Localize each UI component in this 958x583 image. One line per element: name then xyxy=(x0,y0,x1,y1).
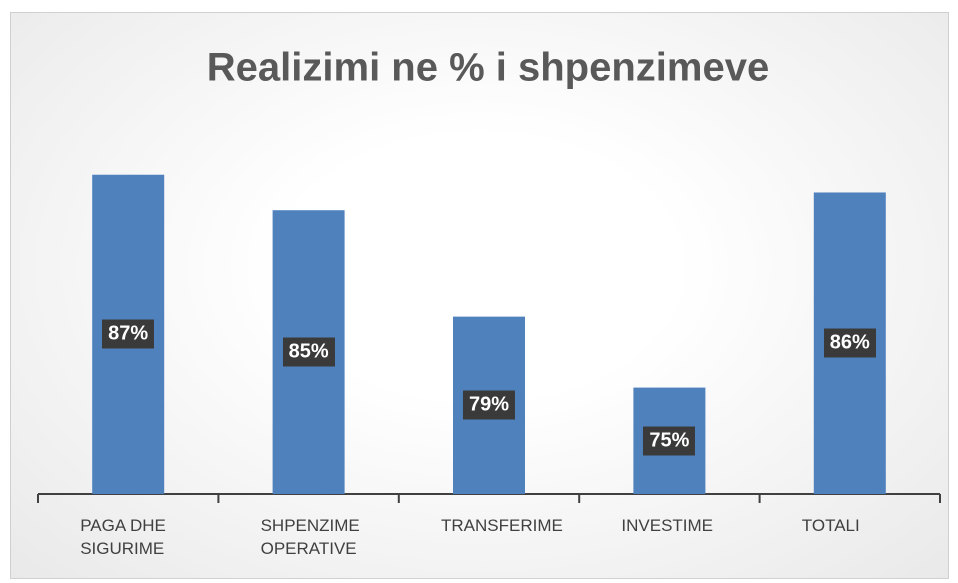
x-tick-label: TRANSFERIME xyxy=(441,516,563,535)
data-label: 79% xyxy=(462,390,516,420)
x-tick-label: TOTALI xyxy=(801,516,860,535)
x-tick-label: PAGA DHE SIGURIME xyxy=(80,516,166,558)
data-label: 86% xyxy=(823,328,876,358)
data-label: 75% xyxy=(643,426,696,456)
chart-title: Realizimi ne % i shpenzimeve xyxy=(207,46,769,90)
x-tick-label: SHPENZIME OPERATIVE xyxy=(260,516,360,558)
data-label: 85% xyxy=(282,337,335,367)
x-tick-label: INVESTIME xyxy=(621,516,714,535)
data-label: 87% xyxy=(102,319,155,349)
